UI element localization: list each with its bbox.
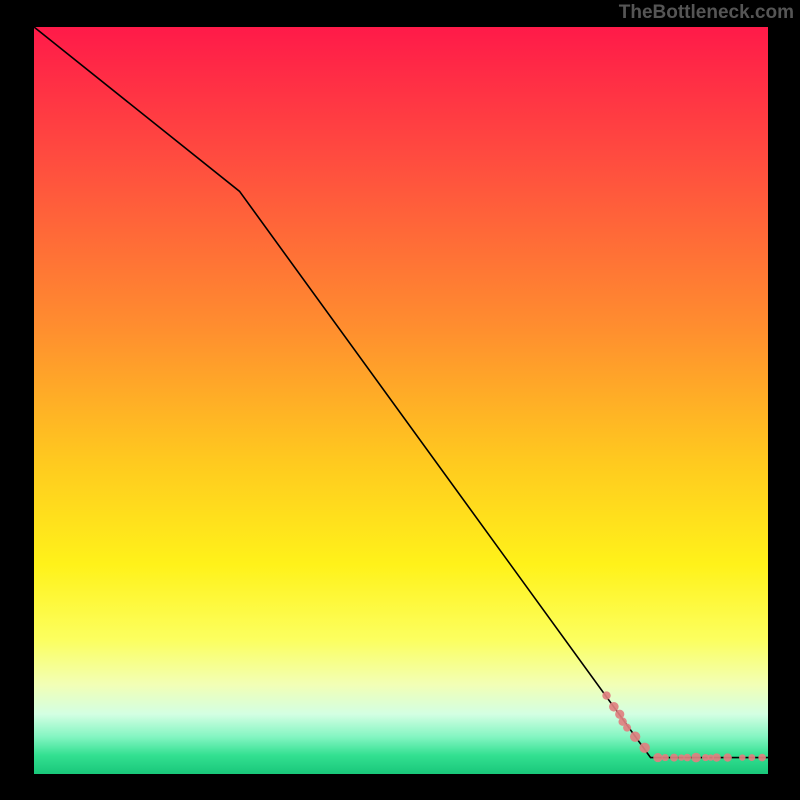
scatter-marker (609, 702, 619, 712)
scatter-marker (691, 753, 701, 763)
scatter-marker (683, 754, 691, 762)
scatter-marker (662, 754, 669, 761)
scatter-marker (623, 724, 631, 732)
plot-area (34, 27, 768, 774)
scatter-marker (653, 753, 662, 762)
scatter-marker (602, 691, 610, 699)
scatter-marker (615, 710, 624, 719)
scatter-marker (670, 754, 678, 762)
scatter-marker (639, 743, 649, 753)
watermark-text: TheBottleneck.com (619, 2, 794, 24)
scatter-marker (739, 754, 745, 760)
line-series (34, 27, 768, 758)
scatter-marker (758, 754, 766, 762)
scatter-marker (748, 754, 755, 761)
scatter-marker (712, 753, 720, 761)
scatter-marker (723, 753, 731, 761)
scatter-marker (630, 731, 640, 741)
chart-overlay (34, 27, 768, 774)
